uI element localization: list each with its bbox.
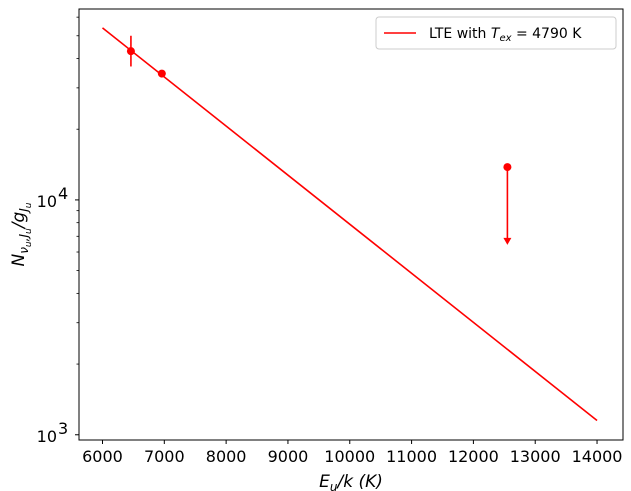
x-axis-label-rest: /k (K) xyxy=(335,472,382,491)
data-point xyxy=(126,47,135,56)
y-axis-label-main: N xyxy=(9,254,29,267)
y-tick-label: 10 xyxy=(37,427,57,446)
x-axis-label-sub: u xyxy=(330,480,338,491)
y-tick-label: 10 xyxy=(37,192,57,211)
upper-limit-arrowhead xyxy=(503,237,512,245)
x-tick-label: 7000 xyxy=(144,447,185,466)
y-axis-label-slash: /g xyxy=(9,212,29,231)
x-axis-label-main: E xyxy=(319,472,330,491)
x-axis-label: Eu/k (K) xyxy=(319,472,383,491)
x-tick-label: 6000 xyxy=(82,447,123,466)
y-axis-label-g-sub: J xyxy=(17,208,31,214)
fit-line xyxy=(101,27,598,422)
y-tick-exponent: 3 xyxy=(58,419,68,438)
upper-limit-point xyxy=(503,163,512,172)
legend-label: LTE with Tex = 4790 K xyxy=(429,26,582,44)
plot-frame xyxy=(78,8,624,441)
legend-label-var-sub: ex xyxy=(499,33,511,44)
x-tick-label: 9000 xyxy=(268,447,309,466)
y-axis-label-subsub: u xyxy=(24,241,34,247)
y-axis-label-g-subsub: u xyxy=(24,202,34,208)
legend-label-prefix: LTE with xyxy=(429,26,491,42)
x-tick-label: 10000 xyxy=(324,447,375,466)
y-axis-label-sub: ν xyxy=(17,247,31,254)
legend: LTE with Tex = 4790 K xyxy=(375,16,617,50)
legend-label-var: T xyxy=(491,26,501,42)
x-tick-label: 14000 xyxy=(572,447,623,466)
y-axis-label: Nνu,Ju/gJu xyxy=(9,202,34,266)
x-tick-label: 12000 xyxy=(448,447,499,466)
legend-box xyxy=(375,16,617,50)
plot-layer xyxy=(101,27,598,422)
y-axis-label-sub2sub: u xyxy=(24,228,34,234)
x-tick-label: 8000 xyxy=(206,447,247,466)
x-tick-label: 11000 xyxy=(386,447,437,466)
ticks-layer: 6000 7000 8000 9000 10000 11000 12000 13000 1400… xyxy=(37,16,623,466)
legend-label-suffix: = 4790 K xyxy=(512,26,583,42)
x-tick-label: 13000 xyxy=(510,447,561,466)
y-axis-label-sub2: ,J xyxy=(17,234,31,242)
y-tick-exponent: 4 xyxy=(58,184,68,203)
data-point xyxy=(157,69,166,78)
